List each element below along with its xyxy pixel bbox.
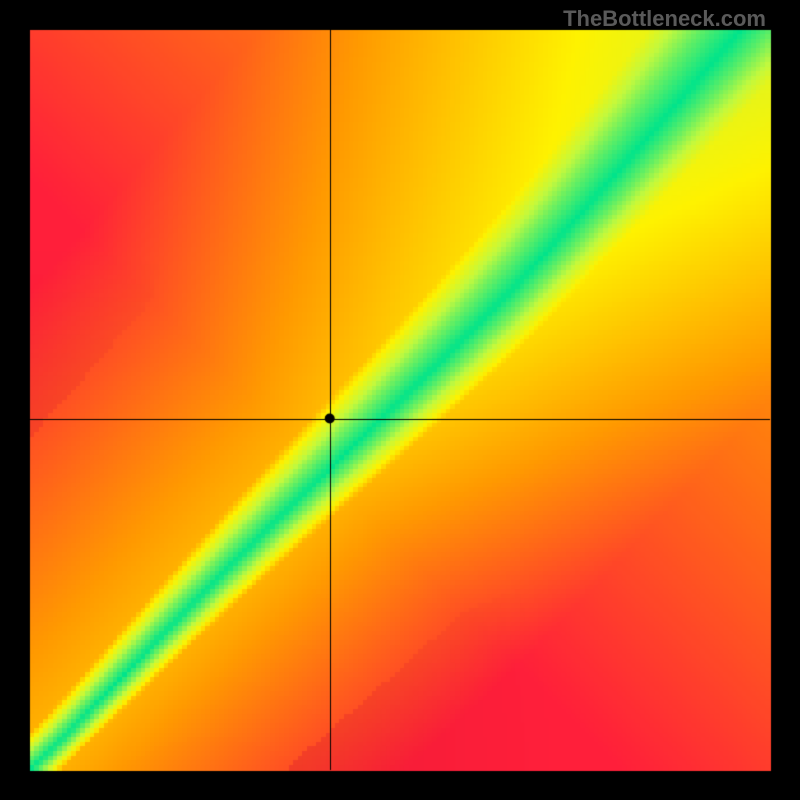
heatmap-canvas — [0, 0, 800, 800]
chart-container: TheBottleneck.com — [0, 0, 800, 800]
watermark-text: TheBottleneck.com — [563, 6, 766, 32]
